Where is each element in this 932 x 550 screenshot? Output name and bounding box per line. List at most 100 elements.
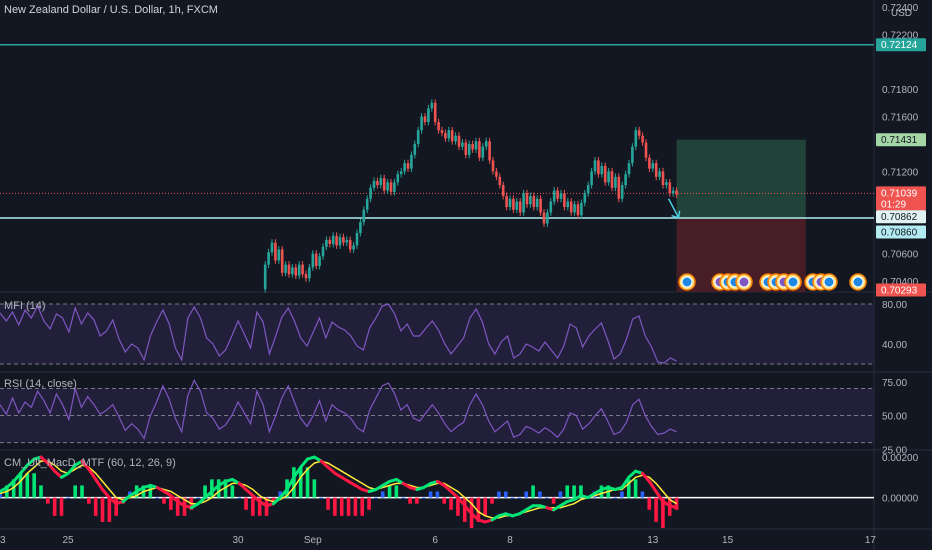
macd-histogram-bar [305,467,310,498]
macd-line-segment [203,490,214,500]
candle [372,180,376,188]
macd-line-segment [292,465,303,479]
time-tick-label: Sep [304,535,322,546]
macd-line-segment [470,512,480,522]
macd-tick-label: 0.00200 [882,453,919,464]
candle [416,130,420,144]
macd-histogram-bar [73,485,77,498]
macd-histogram-bar [490,497,494,504]
chart-title: New Zealand Dollar / U.S. Dollar, 1h, FX… [4,4,218,16]
candle [668,182,672,194]
macd-histogram-bar [503,491,508,498]
macd-line-segment [5,479,16,489]
macd-histogram-bar [483,497,488,516]
macd-histogram-bar [421,497,426,499]
candle [406,163,410,169]
macd-histogram-bar [497,491,501,498]
macd-histogram-bar [107,497,112,522]
candle [641,135,644,143]
macd-line-segment [66,463,77,475]
candle [365,198,369,210]
macd-line-segment [101,488,111,500]
candle [280,249,284,273]
candle [352,245,355,250]
candle [420,116,423,131]
macd-signal-line [0,460,677,519]
macd-line-segment [46,461,57,473]
macd-histogram-bar [401,497,406,499]
price-tag [876,225,926,239]
candle [474,141,478,150]
macd-histogram-bar [462,497,467,522]
candle [478,141,481,158]
macd-line-segment [94,477,104,491]
candle [433,102,437,123]
macd-histogram-bar [517,497,522,499]
price-tag-label: 0.70860 [881,227,918,238]
candle [450,130,454,142]
candle [393,182,396,192]
candle [539,198,542,213]
candle [396,174,400,183]
macd-line-segment [668,504,679,510]
candle [648,157,651,169]
macd-histogram-bar [394,485,399,498]
event-flag-icon [852,276,864,288]
candle [413,143,417,155]
candle [267,252,270,265]
macd-histogram-bar [52,497,57,516]
macd-histogram-bar [32,473,36,498]
time-tick-label: 6 [432,535,438,546]
macd-histogram-bar [244,497,248,510]
macd-line-segment [654,490,665,504]
candle [515,201,519,210]
candle [495,171,498,177]
candle [651,163,655,169]
price-tag-label: 0.72124 [881,40,918,51]
macd-histogram-bar [387,485,392,498]
candle [546,212,549,224]
mfi-label: MFI (14) [4,300,46,312]
macd-histogram-bar [380,491,385,498]
macd-histogram-bar [93,497,98,516]
candle [597,160,600,175]
candle [563,193,566,208]
macd-line-segment [12,471,22,483]
macd-line-segment [244,488,255,498]
candle [348,239,352,250]
macd-histogram-bar [435,491,440,498]
candle [583,193,587,203]
candle [461,142,464,147]
macd-histogram-bar [148,485,153,498]
macd-line-segment [196,496,207,506]
price-tag [876,210,926,224]
price-tag-label: 0.71431 [881,135,918,146]
candle [518,201,522,213]
price-tag-label: 0.70293 [881,286,918,297]
candle [566,201,570,208]
macd-line-segment [647,479,658,493]
macd-histogram-bar [654,497,658,522]
candle [308,267,311,279]
time-tick-label: 25 [62,535,74,546]
macd-histogram-bar [312,479,317,498]
candle [284,264,287,273]
macd-line-segment [19,463,29,475]
candle [403,163,406,172]
candle [576,204,580,216]
candle [556,190,559,199]
macd-histogram-bar [11,479,16,498]
candle [345,239,349,243]
macd-line-segment [169,494,180,504]
macd-line-segment [326,465,337,475]
macd-histogram-bar [579,485,583,498]
macd-histogram-bar [415,497,419,504]
candle [552,190,556,202]
macd-histogram-bar [292,467,296,498]
time-tick-label: 17 [865,535,877,546]
macd-line-segment [319,459,330,469]
time-tick-label: 23 [0,535,6,546]
macd-line-segment [251,494,262,504]
macd-histogram-bar [565,485,570,498]
